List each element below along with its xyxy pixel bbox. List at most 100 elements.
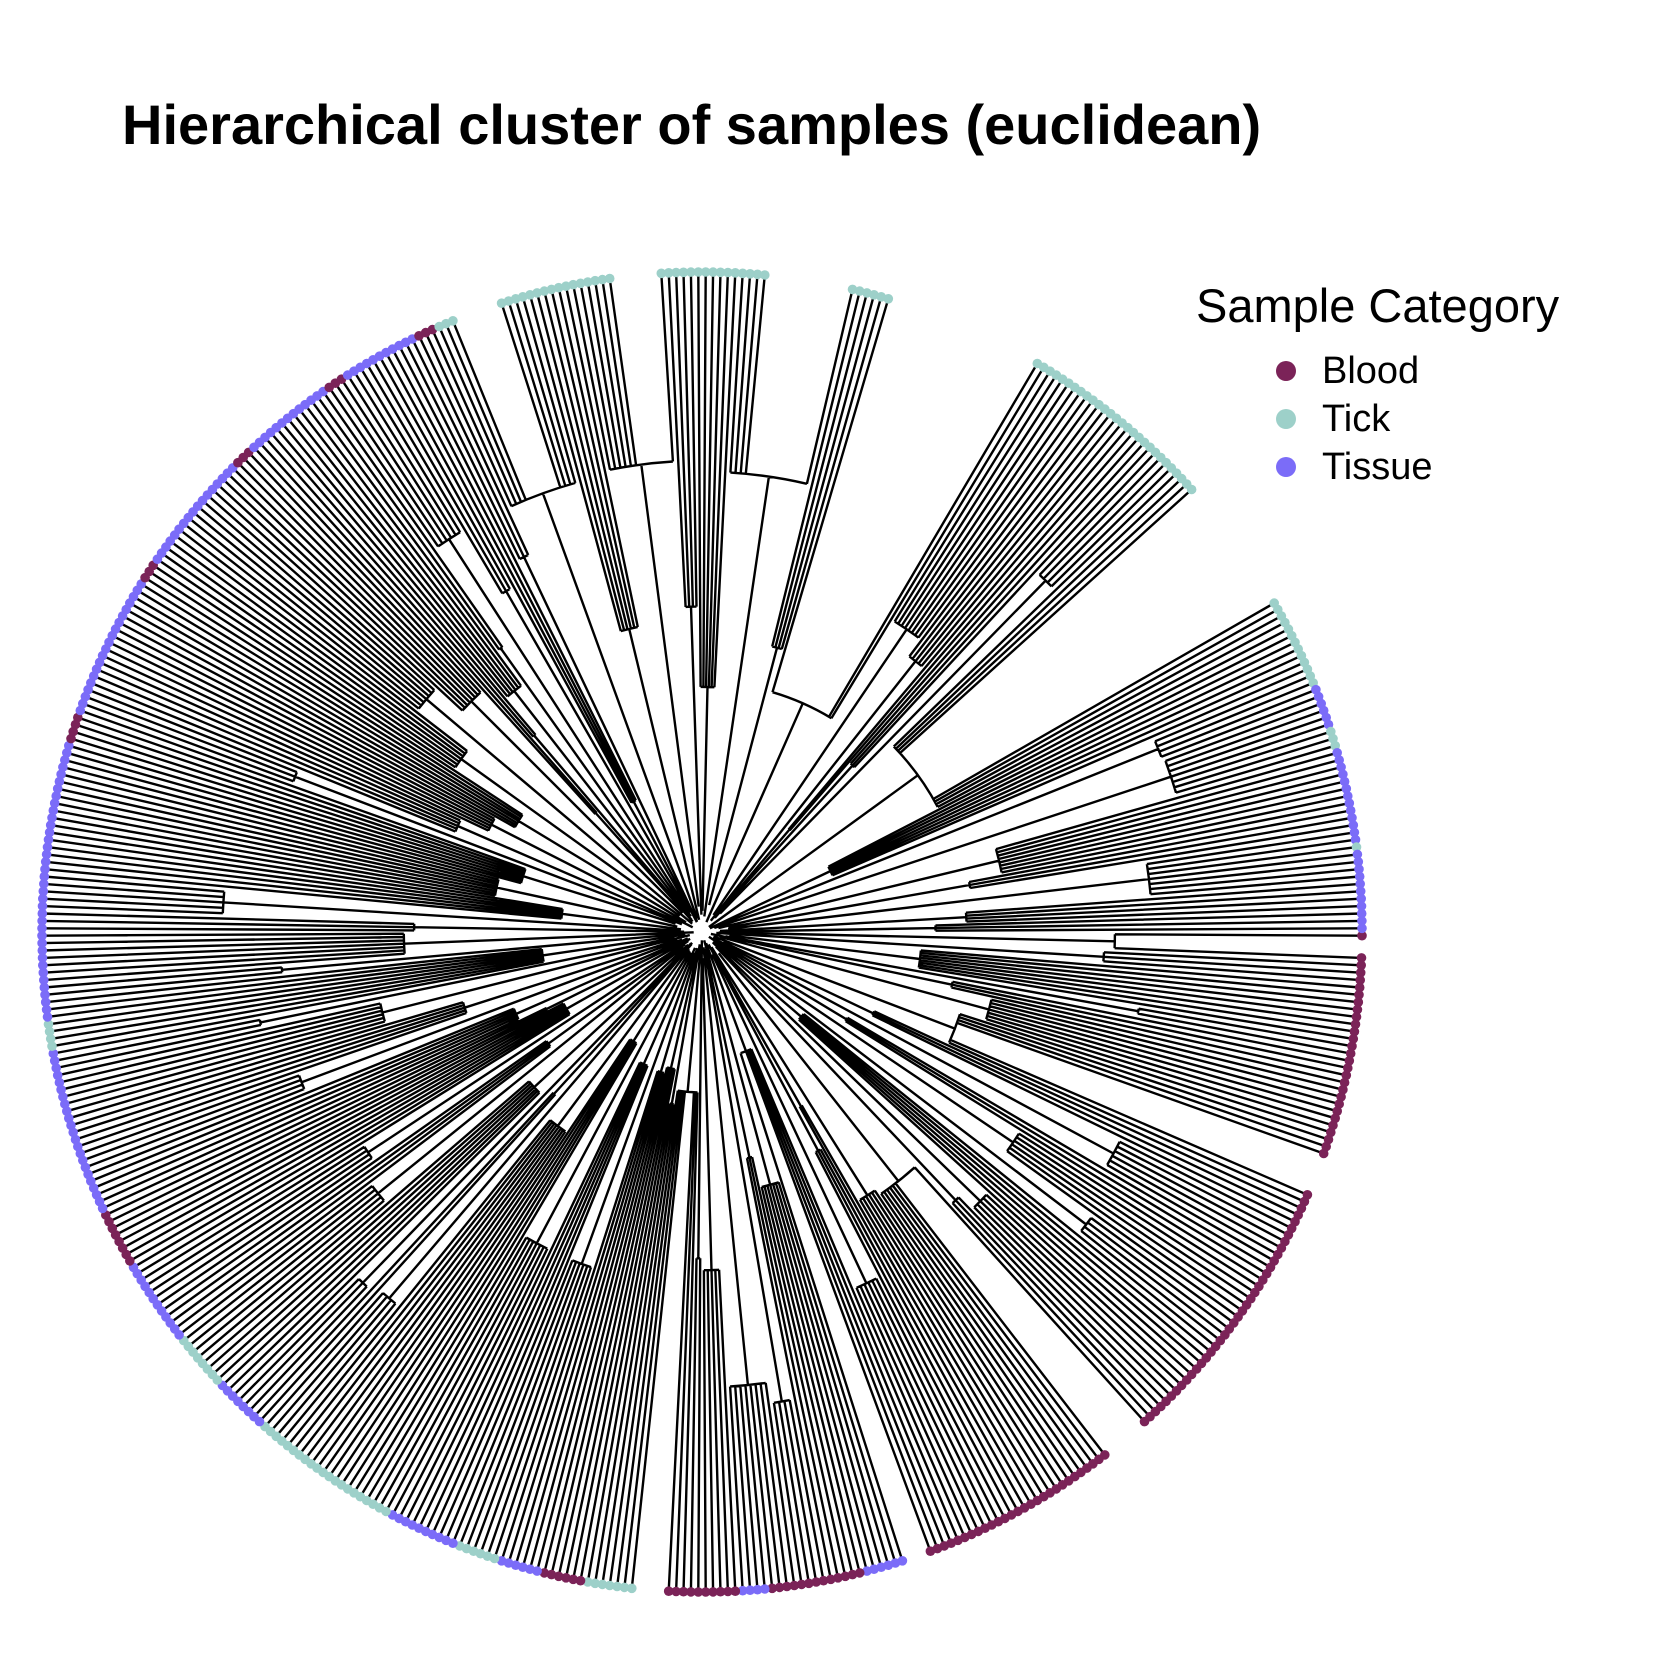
leaf-marker [1355,975,1365,985]
leaf-marker [1348,1034,1359,1044]
leaf-marker [525,1564,535,1574]
leaf-marker [546,284,557,295]
leaf-marker [1344,1056,1355,1066]
leaf-marker [693,1587,704,1597]
dendrogram-branch-paths [41,271,1363,1593]
leaf-marker [37,945,48,956]
leaf-marker [39,982,50,993]
leaf-marker [568,1574,578,1585]
leaf-marker [51,791,61,801]
leaf-marker [553,1571,564,1582]
leaf-marker [51,1063,61,1073]
leaf-marker [48,805,59,816]
leaf-marker [774,1582,785,1593]
leaf-marker [575,278,586,289]
leaf-marker [876,1562,886,1572]
leaf-marker [1350,1019,1361,1030]
leaf-marker [37,908,48,919]
legend-label-blood: Blood [1322,349,1420,392]
leaf-marker [62,1106,72,1116]
leaf-marker [883,294,894,304]
leaf-marker [818,1575,829,1586]
leaf-marker [1336,762,1346,772]
leaf-marker [811,1577,821,1587]
leaf-marker [58,1092,68,1102]
leaf-marker [1353,997,1364,1007]
leaf-marker [40,864,50,874]
leaf-marker [561,1573,571,1583]
legend-item-blood: Blood [1276,347,1559,395]
leaf-marker [1357,923,1367,934]
leaf-marker [833,1573,843,1583]
leaf-marker [1318,1148,1329,1159]
leaf-marker [40,990,50,1000]
leaf-marker [1343,1063,1353,1073]
leaf-marker [760,1584,770,1594]
leaf-marker [1356,908,1367,919]
leaf-marker [1355,886,1366,897]
leaf-marker [1354,990,1364,1000]
leaf-marker [619,1582,630,1593]
leaf-marker [56,1084,66,1095]
leaf-marker [539,1568,550,1578]
leaf-marker [37,930,47,941]
leaf-marker [539,286,550,296]
leaf-marker [40,857,51,867]
leaf-marker [715,1586,726,1597]
legend-label-tissue: Tissue [1322,445,1433,488]
leaf-marker [42,1012,53,1022]
leaf-marker [1339,776,1350,787]
leaf-marker [671,1586,681,1597]
leaf-marker [796,1579,807,1590]
leaf-marker [43,834,54,845]
legend-dot-tissue [1276,457,1296,477]
leaf-marker [49,798,60,808]
leaf-marker [1339,1077,1350,1088]
leaf-marker [1355,879,1365,889]
leaf-marker [45,820,56,830]
leaf-marker [590,1578,600,1589]
leaf-marker [38,893,48,904]
leaf-marker [590,275,600,286]
leaf-marker [583,277,593,287]
leaf-marker [745,269,755,279]
leaf-marker [54,776,65,787]
legend: Sample Category Blood Tick Tissue [1196,278,1559,491]
leaf-marker [1332,748,1342,758]
leaf-marker [448,316,458,326]
leaf-marker [561,281,571,292]
legend-item-tissue: Tissue [1276,443,1559,491]
leaf-marker [700,1587,711,1597]
leaf-marker [532,288,542,298]
leaf-marker [854,1568,865,1578]
leaf-marker [1139,1416,1150,1427]
leaf-marker [1354,864,1364,874]
dendrogram-leaf-markers [37,267,1367,1597]
leaf-marker [42,842,53,852]
leaf-marker [1351,842,1362,852]
leaf-marker [656,268,667,279]
leaf-marker [760,270,770,280]
leaf-marker [568,279,578,290]
leaf-marker [1353,857,1364,867]
leaf-marker [700,267,711,277]
leaf-marker [41,1004,52,1015]
leaf-marker [671,267,681,278]
leaf-marker [1344,798,1355,808]
leaf-marker [1352,1004,1363,1015]
leaf-marker [1338,769,1348,780]
leaf-marker [37,916,47,926]
leaf-marker [678,267,689,278]
leaf-marker [60,755,70,765]
leaf-marker [49,1056,60,1066]
leaf-marker [686,1587,696,1597]
leaf-marker [43,1019,54,1030]
leaf-marker [789,1580,800,1591]
leaf-marker [1352,849,1363,860]
leaf-marker [1345,1048,1356,1059]
leaf-marker [37,901,48,911]
leaf-marker [1348,820,1359,830]
leaf-marker [597,274,608,285]
leaf-marker [597,1579,608,1590]
leaf-marker [847,284,858,295]
